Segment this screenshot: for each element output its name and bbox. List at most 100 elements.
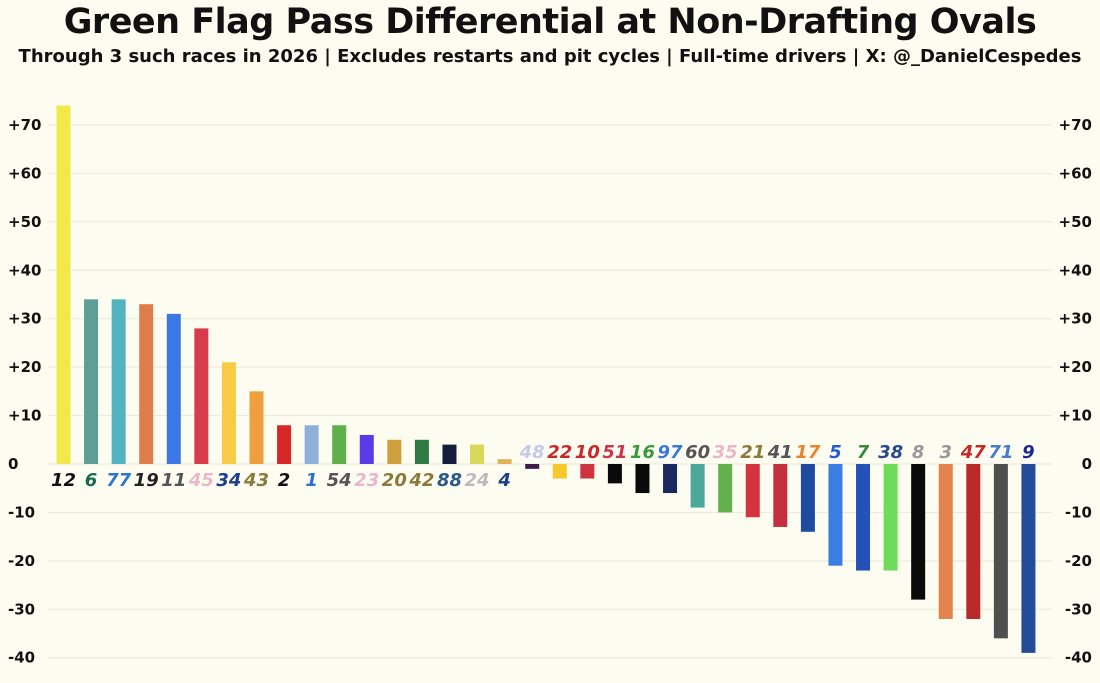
bar xyxy=(883,464,898,571)
bar-number-label: 35 xyxy=(713,442,738,463)
bar xyxy=(745,464,760,518)
y-tick-label-right: 0 xyxy=(1082,455,1092,473)
y-tick-label-left: -30 xyxy=(8,600,35,618)
bar-number-label: 3 xyxy=(939,442,952,463)
bar-number-label: 42 xyxy=(408,470,434,491)
y-tick-label-right: +70 xyxy=(1059,116,1092,134)
bar xyxy=(635,464,650,494)
bars xyxy=(56,105,1036,653)
y-tick-label-right: +30 xyxy=(1059,310,1092,328)
bar-number-label: 47 xyxy=(960,442,987,463)
bar-number-label: 23 xyxy=(354,470,379,491)
y-tick-label-left: +10 xyxy=(8,407,41,425)
y-tick-label-right: -10 xyxy=(1065,503,1092,521)
bar xyxy=(304,425,319,464)
y-tick-label-left: +60 xyxy=(8,164,41,182)
y-tick-label-right: +60 xyxy=(1059,164,1092,182)
gridlines xyxy=(48,124,1052,659)
y-tick-label-left: +50 xyxy=(8,213,41,231)
bar xyxy=(690,464,705,508)
bar-number-label: 88 xyxy=(437,470,462,491)
bar-number-label: 20 xyxy=(382,470,407,491)
y-tick-label-right: -40 xyxy=(1065,649,1092,667)
bar xyxy=(800,464,815,532)
bar-number-label: 71 xyxy=(988,442,1013,463)
bar-number-label: 48 xyxy=(519,442,545,463)
bar-number-label: 21 xyxy=(740,442,765,463)
bar xyxy=(221,362,236,464)
y-tick-label-left: -10 xyxy=(8,503,35,521)
bar-number-label: 16 xyxy=(630,442,655,463)
bar xyxy=(166,313,181,464)
bar xyxy=(525,464,540,469)
bar-number-label: 2 xyxy=(278,470,291,491)
bar xyxy=(332,425,347,464)
bar-number-label: 43 xyxy=(243,470,269,491)
y-tick-label-left: +70 xyxy=(8,116,41,134)
bar-number-label: 45 xyxy=(188,470,214,491)
y-tick-label-left: +40 xyxy=(8,261,41,279)
bar-number-label: 60 xyxy=(685,442,710,463)
bar-number-label: 6 xyxy=(85,470,98,491)
bar xyxy=(111,299,126,464)
bar xyxy=(993,464,1008,639)
y-tick-label-left: -20 xyxy=(8,552,35,570)
bar xyxy=(911,464,926,600)
bar xyxy=(828,464,843,566)
y-tick-label-left: +20 xyxy=(8,358,41,376)
bar-number-label: 9 xyxy=(1022,442,1035,463)
bar xyxy=(663,464,678,494)
bar xyxy=(359,434,374,464)
chart-subtitle: Through 3 such races in 2026 | Excludes … xyxy=(18,46,1082,67)
bar-number-label: 10 xyxy=(575,442,600,463)
bar-number-label: 97 xyxy=(658,442,684,463)
bar-labels: 12 6 77 19 11 45 34 43 2 1 54 23 20 42 88 24 448 22 10 51 16… xyxy=(51,442,1035,492)
bar-number-label: 54 xyxy=(327,470,352,491)
bar-number-label: 1 xyxy=(305,470,318,491)
bar xyxy=(966,464,981,619)
bar xyxy=(470,444,485,464)
bar-number-label: 11 xyxy=(161,470,186,491)
bar xyxy=(277,425,292,464)
bar xyxy=(414,439,429,464)
bar-number-label: 22 xyxy=(547,442,572,463)
y-tick-label-right: -20 xyxy=(1065,552,1092,570)
y-tick-label-left: 0 xyxy=(8,455,18,473)
y-tick-label-left: +30 xyxy=(8,310,41,328)
bar xyxy=(938,464,953,619)
bar-number-label: 51 xyxy=(602,442,627,463)
bar-number-label: 77 xyxy=(106,470,132,491)
y-tick-label-right: +40 xyxy=(1059,261,1092,279)
bar-number-label: 7 xyxy=(857,442,870,463)
bar xyxy=(718,464,733,513)
bar-number-label: 17 xyxy=(795,442,821,463)
bar xyxy=(1021,464,1036,653)
bar-number-label: 41 xyxy=(767,442,793,463)
bar xyxy=(552,464,567,479)
bar xyxy=(497,459,512,464)
bar xyxy=(194,328,209,464)
bar xyxy=(56,105,71,465)
bar xyxy=(84,299,99,464)
bar-number-label: 5 xyxy=(829,442,842,463)
bar-number-label: 19 xyxy=(134,470,159,491)
y-axis-ticks: -40 -40 -30 -30 -20 -20 -10 -10 0 0 +10 +10 +20 +20 +3… xyxy=(8,116,1092,667)
y-tick-label-right: -30 xyxy=(1065,600,1092,618)
bar xyxy=(773,464,788,527)
bar-number-label: 24 xyxy=(465,470,490,491)
bar xyxy=(856,464,871,571)
bar xyxy=(607,464,622,484)
y-tick-label-right: +20 xyxy=(1059,358,1092,376)
bar-number-label: 12 xyxy=(51,470,76,491)
bar xyxy=(442,444,457,464)
bar xyxy=(139,304,154,464)
y-tick-label-right: +50 xyxy=(1059,213,1092,231)
bar-number-label: 4 xyxy=(497,470,511,491)
y-tick-label-left: -40 xyxy=(8,649,35,667)
bar-number-label: 8 xyxy=(912,442,925,463)
chart-title: Green Flag Pass Differential at Non-Draf… xyxy=(63,2,1037,42)
bar-number-label: 34 xyxy=(216,470,241,491)
bar xyxy=(580,464,595,479)
bar-number-label: 38 xyxy=(878,442,903,463)
